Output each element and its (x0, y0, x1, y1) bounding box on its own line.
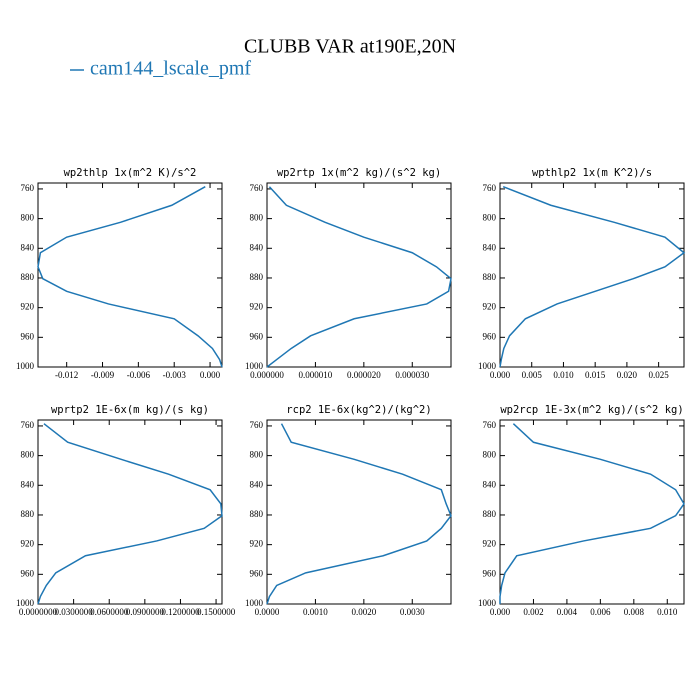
y-tick-label: 960 (483, 568, 497, 578)
x-tick-label: 0.1200000 (161, 607, 200, 617)
y-tick-label: 920 (483, 539, 497, 549)
y-tick-label: 840 (483, 479, 497, 489)
y-tick-label: 880 (483, 509, 497, 519)
x-tick-label: 0.006 (590, 607, 611, 617)
y-tick-label: 760 (21, 420, 35, 430)
y-tick-label: 1000 (245, 361, 264, 371)
y-tick-label: 800 (483, 213, 497, 223)
profile-line (266, 186, 452, 368)
panel-title: wp2thlp 1x(m^2 K)/s^2 (64, 167, 197, 179)
x-tick-label: 0.0300000 (54, 607, 93, 617)
y-tick-label: 960 (250, 568, 264, 578)
x-tick-label: 0.000 (490, 370, 511, 380)
y-tick-label: 1000 (478, 598, 497, 608)
x-tick-label: 0.000030 (395, 370, 429, 380)
y-tick-label: 800 (21, 450, 35, 460)
y-tick-label: 920 (483, 302, 497, 312)
y-tick-label: 920 (250, 539, 264, 549)
x-tick-label: 0.020 (617, 370, 638, 380)
x-tick-label: -0.003 (163, 370, 187, 380)
x-tick-label: 0.004 (557, 607, 578, 617)
x-tick-label: 0.000 (490, 607, 511, 617)
profile-line (266, 423, 452, 605)
y-tick-label: 1000 (16, 361, 35, 371)
plot-frame (499, 419, 685, 605)
y-tick-label: 760 (483, 420, 497, 430)
y-tick-label: 840 (250, 242, 264, 252)
x-tick-label: 0.010 (657, 607, 678, 617)
x-tick-label: 0.025 (648, 370, 669, 380)
y-tick-label: 920 (250, 302, 264, 312)
x-tick-label: 0.0030 (400, 607, 425, 617)
x-tick-label: -0.006 (127, 370, 151, 380)
x-tick-label: 0.0010 (303, 607, 328, 617)
y-tick-label: 840 (21, 479, 35, 489)
x-tick-label: 0.010 (553, 370, 574, 380)
y-tick-label: 840 (21, 242, 35, 252)
profile-line (37, 423, 223, 605)
y-tick-label: 760 (250, 420, 264, 430)
panel-title: wp2rcp 1E-3x(m^2 kg)/(s^2 kg) (500, 404, 683, 416)
panel-title: rcp2 1E-6x(kg^2)/(kg^2) (286, 404, 431, 416)
panel-title: wp2rtp 1x(m^2 kg)/(s^2 kg) (277, 167, 441, 179)
y-tick-label: 840 (250, 479, 264, 489)
y-tick-label: 960 (21, 331, 35, 341)
panel-title: wpthlp2 1x(m K^2)/s (532, 167, 652, 179)
profile-line (499, 423, 685, 604)
x-tick-label: 0.000 (200, 370, 221, 380)
y-tick-label: 800 (250, 450, 264, 460)
profile-line (37, 186, 223, 368)
y-tick-label: 760 (21, 183, 35, 193)
y-tick-label: 880 (483, 272, 497, 282)
y-tick-label: 800 (250, 213, 264, 223)
x-tick-label: 0.005 (522, 370, 543, 380)
y-tick-label: 760 (250, 183, 264, 193)
panel-title: wprtp2 1E-6x(m kg)/(s kg) (51, 404, 209, 416)
profile-line (499, 186, 686, 368)
x-tick-label: 0.1500000 (197, 607, 236, 617)
y-tick-label: 920 (21, 539, 35, 549)
plot-frame (37, 419, 223, 605)
x-tick-label: 0.015 (585, 370, 606, 380)
x-tick-label: 0.002 (523, 607, 543, 617)
figure-title: CLUBB VAR at190E,20N (244, 36, 456, 58)
plot-frame (266, 419, 452, 605)
y-tick-label: 960 (21, 568, 35, 578)
y-tick-label: 920 (21, 302, 35, 312)
plot-frame (266, 182, 452, 368)
x-tick-label: -0.012 (55, 370, 78, 380)
y-tick-label: 960 (250, 331, 264, 341)
y-tick-label: 800 (21, 213, 35, 223)
x-tick-label: 0.0000000 (19, 607, 58, 617)
x-tick-label: -0.009 (91, 370, 115, 380)
legend-label: cam144_lscale_pmf (90, 58, 251, 80)
x-tick-label: 0.0000 (255, 607, 280, 617)
x-tick-label: 0.008 (624, 607, 645, 617)
x-tick-label: 0.000020 (347, 370, 381, 380)
y-tick-label: 1000 (245, 598, 264, 608)
x-tick-label: 0.000000 (250, 370, 284, 380)
x-tick-label: 0.0900000 (126, 607, 165, 617)
x-tick-label: 0.0020 (351, 607, 376, 617)
x-tick-label: 0.000010 (299, 370, 333, 380)
y-tick-label: 880 (250, 509, 264, 519)
plot-frame (499, 182, 685, 368)
x-tick-label: 0.0600000 (90, 607, 129, 617)
y-tick-label: 880 (250, 272, 264, 282)
y-tick-label: 800 (483, 450, 497, 460)
y-tick-label: 1000 (16, 598, 35, 608)
y-tick-label: 1000 (478, 361, 497, 371)
y-tick-label: 880 (21, 272, 35, 282)
y-tick-label: 880 (21, 509, 35, 519)
plot-frame (37, 182, 223, 368)
y-tick-label: 840 (483, 242, 497, 252)
y-tick-label: 760 (483, 183, 497, 193)
y-tick-label: 960 (483, 331, 497, 341)
